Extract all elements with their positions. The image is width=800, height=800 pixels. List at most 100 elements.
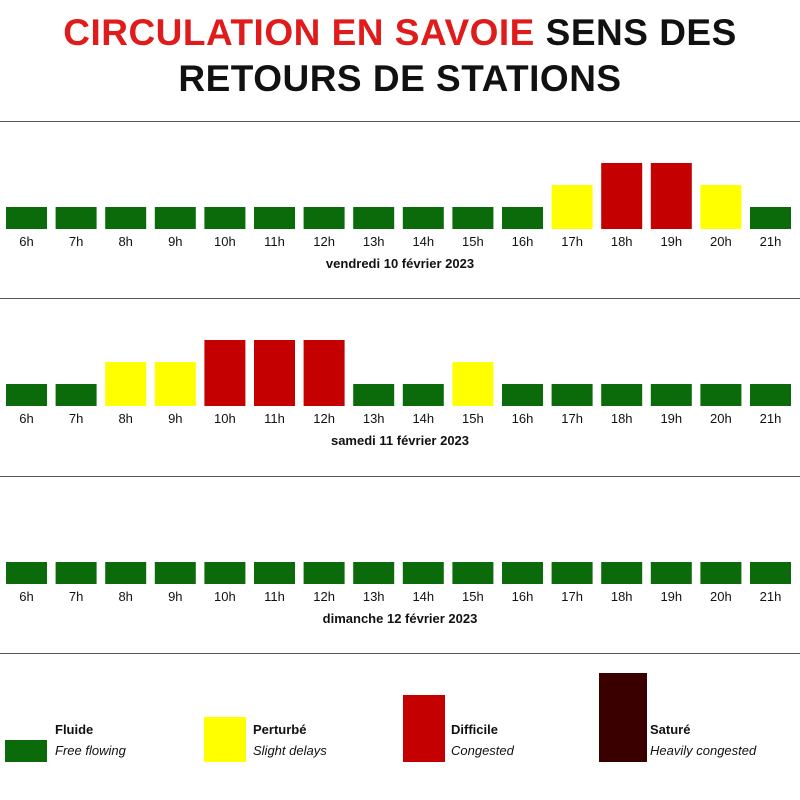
bar-saturday-9h [154,362,196,406]
tick-label-saturday-13h: 13h [363,411,385,426]
legend-desc-sature: Heavily congested [650,743,757,758]
chart-date-label-friday: vendredi 10 février 2023 [326,256,474,271]
tick-label-friday-11h: 11h [264,234,285,249]
tick-label-friday-16h: 16h [512,234,534,249]
tick-label-sunday-10h: 10h [214,589,236,604]
tick-label-sunday-8h: 8h [118,589,132,604]
tick-label-friday-10h: 10h [214,234,236,249]
tick-label-friday-14h: 14h [412,234,434,249]
chart-friday: 6h 7h 8h 9h 10h 11h 12h 13h 14h 15h 16h 17h 18h 19h 20… [6,163,791,271]
tick-label-friday-15h: 15h [462,234,484,249]
legend-swatch-fluide [5,740,47,762]
bar-friday-18h [601,163,643,229]
tick-label-friday-18h: 18h [611,234,633,249]
bar-saturday-21h [750,384,791,406]
bar-sunday-15h [452,562,494,584]
tick-label-saturday-7h: 7h [69,411,83,426]
bar-saturday-6h [6,384,47,406]
tick-label-friday-6h: 6h [19,234,33,249]
tick-label-saturday-18h: 18h [611,411,633,426]
bar-sunday-21h [750,562,791,584]
bar-saturday-17h [551,384,593,406]
bar-saturday-12h [303,340,345,406]
title-rest: SENS DES [534,12,737,53]
bar-friday-15h [452,207,494,229]
bar-friday-19h [650,163,692,229]
bar-sunday-16h [502,562,543,584]
bar-friday-11h [254,207,295,229]
chart-date-label-saturday: samedi 11 février 2023 [331,433,469,448]
bar-saturday-7h [55,384,97,406]
bar-sunday-8h [105,562,147,584]
divider [0,653,800,654]
tick-label-saturday-21h: 21h [760,411,782,426]
tick-label-sunday-16h: 16h [512,589,534,604]
tick-label-sunday-12h: 12h [313,589,335,604]
legend-label-difficile: Difficile [451,722,498,737]
divider [0,121,800,122]
tick-label-saturday-14h: 14h [412,411,434,426]
legend: Fluide Free flowing Perturbé Slight dela… [0,655,800,800]
legend-desc-difficile: Congested [451,743,514,758]
bar-saturday-18h [601,384,643,406]
title-line-1: CIRCULATION EN SAVOIE SENS DES [0,10,800,56]
tick-label-saturday-17h: 17h [561,411,583,426]
tick-label-friday-21h: 21h [760,234,782,249]
bar-saturday-10h [204,340,246,406]
bar-friday-12h [303,207,345,229]
divider [0,476,800,477]
bar-friday-8h [105,207,147,229]
tick-label-sunday-14h: 14h [412,589,434,604]
bar-sunday-19h [650,562,692,584]
tick-label-sunday-20h: 20h [710,589,732,604]
legend-swatch-perturbe [204,717,246,762]
tick-label-saturday-8h: 8h [118,411,132,426]
bar-sunday-18h [601,562,643,584]
bar-friday-6h [6,207,47,229]
bar-friday-21h [750,207,791,229]
tick-label-saturday-10h: 10h [214,411,236,426]
bar-friday-10h [204,207,246,229]
tick-label-sunday-13h: 13h [363,589,385,604]
bar-saturday-8h [105,362,147,406]
bar-friday-16h [502,207,543,229]
tick-label-sunday-18h: 18h [611,589,633,604]
tick-label-sunday-15h: 15h [462,589,484,604]
tick-label-saturday-9h: 9h [168,411,182,426]
chart-panel-sunday: 6h 7h 8h 9h 10h 11h 12h 13h 14h 15h 16h 17h 18h 19h 20… [0,477,800,653]
tick-label-saturday-16h: 16h [512,411,534,426]
tick-label-sunday-11h: 11h [264,589,285,604]
chart-saturday: 6h 7h 8h 9h 10h 11h 12h 13h 14h 15h 16h 17h 18h 19h 20… [6,340,791,448]
bar-saturday-11h [254,340,295,406]
tick-label-sunday-9h: 9h [168,589,182,604]
tick-label-friday-9h: 9h [168,234,182,249]
tick-label-friday-8h: 8h [118,234,132,249]
bar-friday-13h [353,207,395,229]
legend-label-sature: Saturé [650,722,691,737]
divider [0,298,800,299]
legend-swatch-difficile [403,695,445,762]
bar-saturday-19h [650,384,692,406]
chart-date-label-sunday: dimanche 12 février 2023 [323,611,478,626]
bar-sunday-11h [254,562,295,584]
bar-sunday-6h [6,562,47,584]
bar-sunday-17h [551,562,593,584]
legend-label-perturbe: Perturbé [253,722,307,737]
tick-label-saturday-20h: 20h [710,411,732,426]
bar-sunday-13h [353,562,395,584]
bar-friday-9h [154,207,196,229]
tick-label-friday-12h: 12h [313,234,335,249]
legend-desc-perturbe: Slight delays [253,743,327,758]
bar-sunday-20h [700,562,742,584]
legend-swatch-sature [599,673,647,762]
chart-sunday: 6h 7h 8h 9h 10h 11h 12h 13h 14h 15h 16h 17h 18h 19h 20… [6,562,791,626]
tick-label-saturday-15h: 15h [462,411,484,426]
legend-desc-fluide: Free flowing [55,743,126,758]
tick-label-friday-7h: 7h [69,234,83,249]
tick-label-saturday-19h: 19h [660,411,682,426]
chart-panel-saturday: 6h 7h 8h 9h 10h 11h 12h 13h 14h 15h 16h 17h 18h 19h 20… [0,299,800,476]
chart-panel-friday: 6h 7h 8h 9h 10h 11h 12h 13h 14h 15h 16h 17h 18h 19h 20… [0,122,800,298]
bar-saturday-20h [700,384,742,406]
title-line-2: RETOURS DE STATIONS [178,58,622,99]
page-title: CIRCULATION EN SAVOIE SENS DES RETOURS D… [0,10,800,102]
